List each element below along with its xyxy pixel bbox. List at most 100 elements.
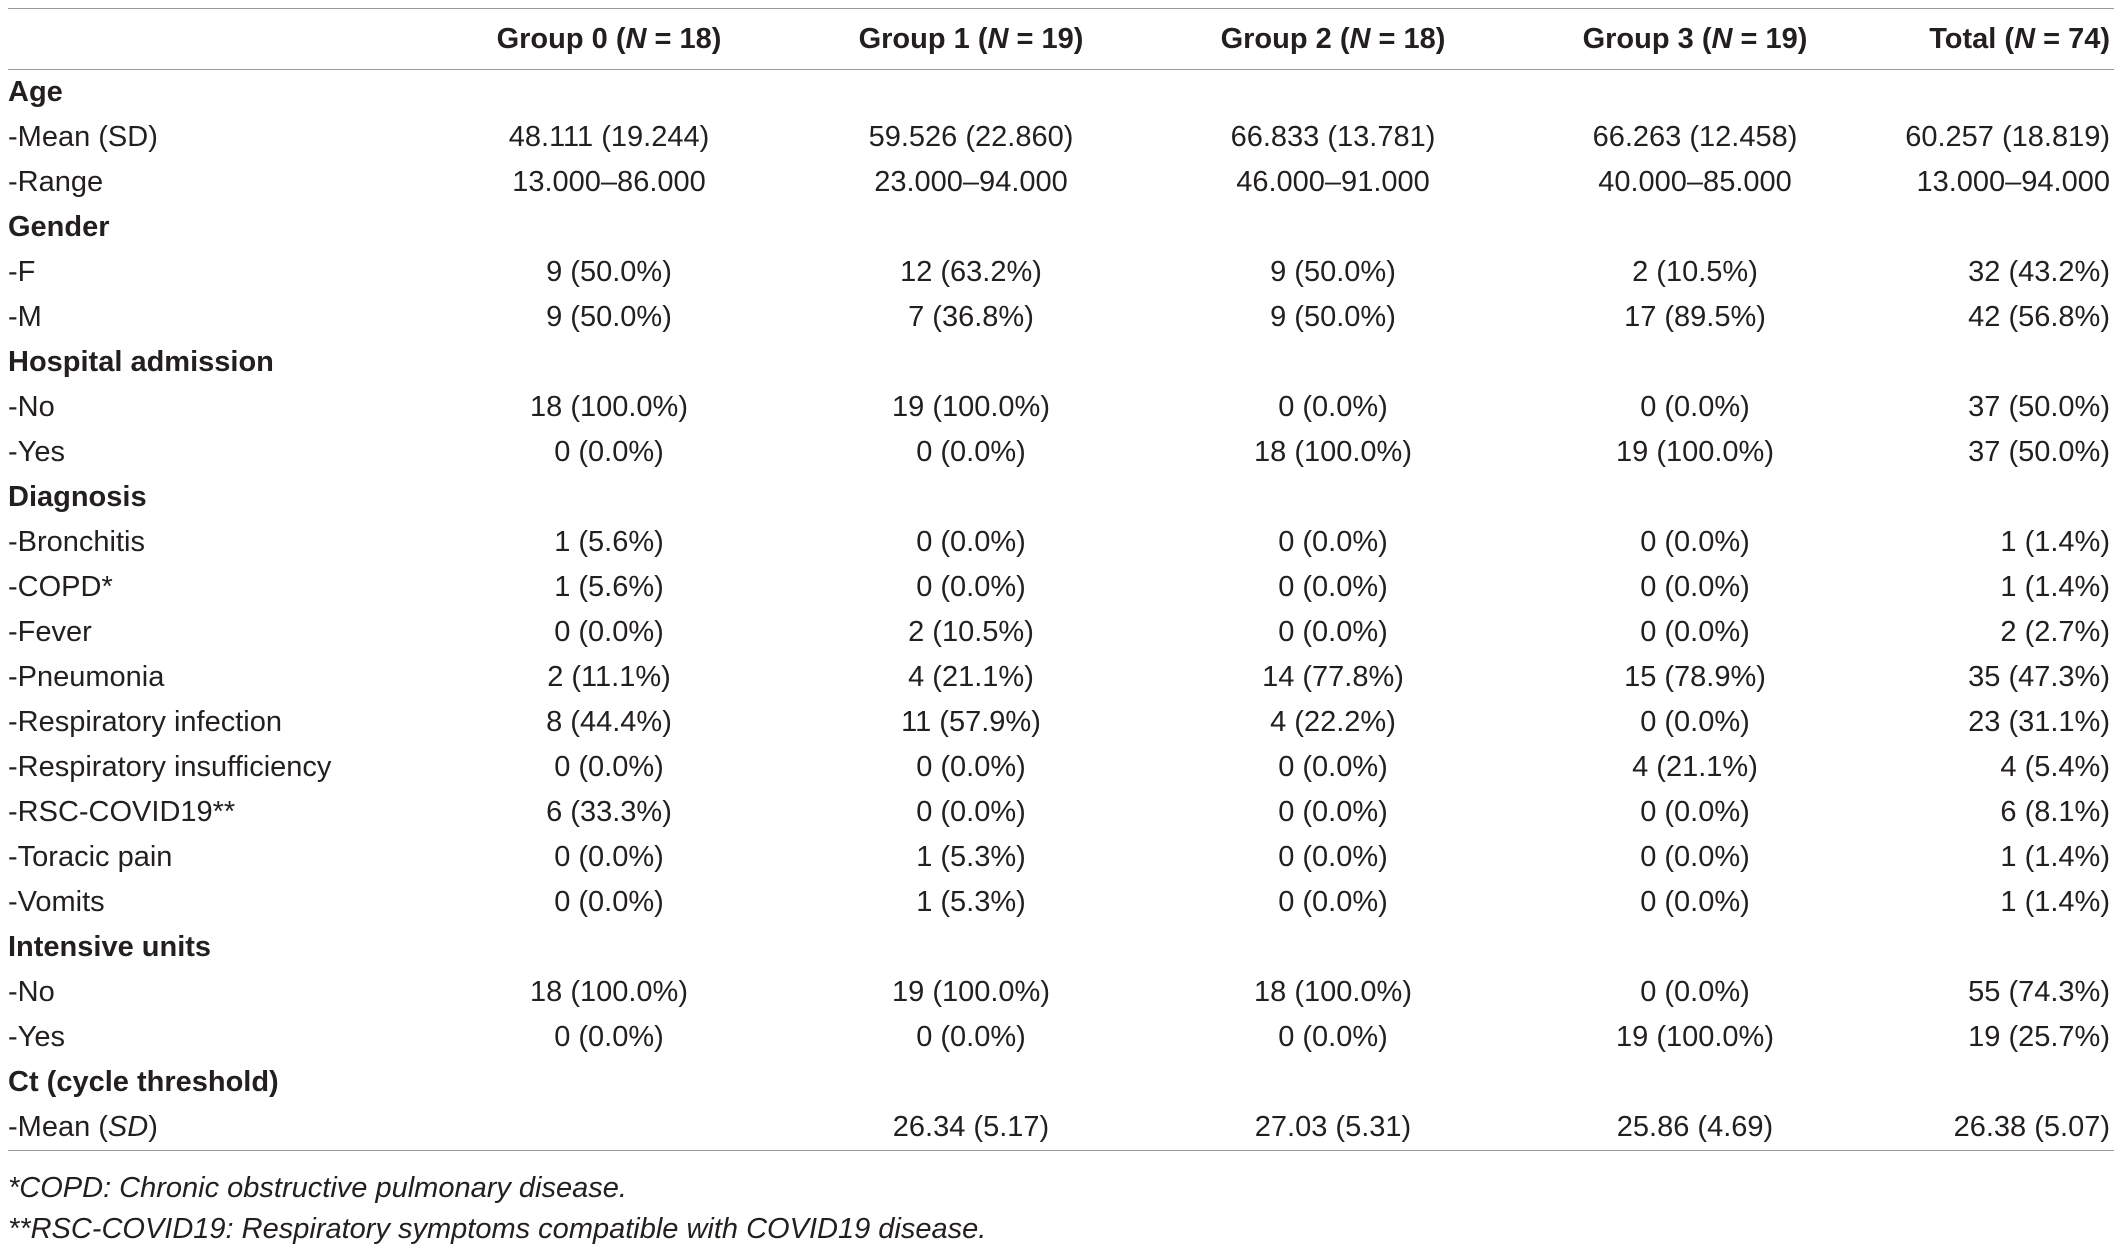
cell-total: 2 (2.7%): [2000, 616, 2110, 648]
table-row: -Respiratory infection 8 (44.4%) 11 (57.9%…: [8, 700, 2114, 745]
cell-group-1: 4 (21.1%): [908, 661, 1034, 693]
table-body: Age -Mean (SD) 48.111 (19.244) 59.526 (22.8…: [8, 70, 2114, 1151]
header-group-2: Group 2 (N = 18): [1152, 8, 1514, 70]
cell-group-3: 40.000–85.000: [1598, 166, 1792, 198]
footnote-rsc-covid19: **RSC-COVID19: Respiratory symptoms comp…: [8, 1213, 987, 1245]
cell-group-2: 0 (0.0%): [1278, 616, 1388, 648]
table-row: -COPD* 1 (5.6%) 0 (0.0%) 0 (0.0%) 0 (0.0%) 1 …: [8, 565, 2114, 610]
cell-group-3: 17 (89.5%): [1624, 301, 1766, 333]
cell-total: 42 (56.8%): [1968, 301, 2110, 333]
cell-group-1: 59.526 (22.860): [868, 121, 1074, 153]
header-group-0: Group 0 (N = 18): [428, 8, 790, 70]
cell-group-0: 0 (0.0%): [554, 841, 664, 873]
row-label: -COPD*: [8, 571, 113, 603]
cell-group-3: 0 (0.0%): [1640, 571, 1750, 603]
row-label: -Respiratory infection: [8, 706, 282, 738]
cell-group-2: 46.000–91.000: [1236, 166, 1430, 198]
cell-group-0: 48.111 (19.244): [508, 121, 710, 153]
cell-group-1: 7 (36.8%): [908, 301, 1034, 333]
cell-group-1: 26.34 (5.17): [790, 1105, 1152, 1151]
section-row: Intensive units: [8, 925, 2114, 970]
section-row: Diagnosis: [8, 475, 2114, 520]
cell-group-1: 23.000–94.000: [874, 166, 1068, 198]
cell-group-1: 11 (57.9%): [901, 706, 1041, 738]
section-heading: Gender: [8, 211, 110, 243]
cell-group-3: 0 (0.0%): [1640, 796, 1750, 828]
table-header: Group 0 (N = 18) Group 1 (N = 19) Group …: [8, 8, 2114, 70]
row-label: -Yes: [8, 436, 65, 468]
cell-group-2: 0 (0.0%): [1278, 751, 1388, 783]
cell-total: 1 (1.4%): [2000, 886, 2110, 918]
cell-group-2: 0 (0.0%): [1278, 391, 1388, 423]
row-label-italic: SD: [107, 1111, 149, 1143]
cell-group-1: 19 (100.0%): [892, 976, 1050, 1008]
table-row: -Yes 0 (0.0%) 0 (0.0%) 0 (0.0%) 19 (100.0%) 1…: [8, 1015, 2114, 1060]
cell-group-1: 0 (0.0%): [916, 571, 1026, 603]
section-row: Hospital admission: [8, 340, 2114, 385]
cell-group-0: 8 (44.4%): [546, 706, 672, 738]
row-label: -Mean (SD): [8, 1105, 428, 1151]
table-row: -Pneumonia 2 (11.1%) 4 (21.1%) 14 (77.8%) 15…: [8, 655, 2114, 700]
cell-group-2: 9 (50.0%): [1270, 301, 1396, 333]
cell-group-2: 14 (77.8%): [1262, 661, 1404, 693]
table-row: -Vomits 0 (0.0%) 1 (5.3%) 0 (0.0%) 0 (0.0%) 1…: [8, 880, 2114, 925]
cell-group-3: 19 (100.0%): [1616, 1021, 1774, 1053]
cell-group-3: 25.86 (4.69): [1514, 1105, 1876, 1151]
cell-group-3: 66.263 (12.458): [1592, 121, 1798, 153]
section-row: Age: [8, 70, 2114, 116]
row-label: -Range: [8, 166, 104, 198]
table-row: -Fever 0 (0.0%) 2 (10.5%) 0 (0.0%) 0 (0.0%) 2…: [8, 610, 2114, 655]
cell-total: 4 (5.4%): [2000, 751, 2110, 783]
section-heading: Hospital admission: [8, 346, 274, 378]
row-label: -RSC-COVID19**: [8, 796, 236, 828]
cell-group-2: 0 (0.0%): [1278, 1021, 1388, 1053]
cell-group-0: 9 (50.0%): [546, 301, 672, 333]
table-row: -RSC-COVID19** 6 (33.3%) 0 (0.0%) 0 (0.0%) 0…: [8, 790, 2114, 835]
cell-group-2: 4 (22.2%): [1270, 706, 1396, 738]
demographics-table: Group 0 (N = 18) Group 1 (N = 19) Group …: [8, 8, 2114, 1151]
cell-group-0: 1 (5.6%): [554, 571, 664, 603]
row-label: -Fever: [8, 616, 92, 648]
footnote-copd: *COPD: Chronic obstructive pulmonary dis…: [8, 1172, 627, 1204]
header-blank: [8, 8, 428, 70]
row-label: -Yes: [8, 1021, 65, 1053]
section-row: Gender: [8, 205, 2114, 250]
cell-group-0: 9 (50.0%): [546, 256, 672, 288]
row-label-part: -Mean (: [8, 1111, 108, 1143]
cell-group-0: 18 (100.0%): [530, 976, 688, 1008]
cell-group-2: 66.833 (13.781): [1230, 121, 1436, 153]
section-heading: Ct (cycle threshold): [8, 1066, 279, 1098]
row-label: -Pneumonia: [8, 661, 165, 693]
cell-group-2: 0 (0.0%): [1278, 886, 1388, 918]
cell-total: 32 (43.2%): [1968, 256, 2110, 288]
table-row: -Bronchitis 1 (5.6%) 0 (0.0%) 0 (0.0%) 0 (0.…: [8, 520, 2114, 565]
table-row: -Toracic pain 0 (0.0%) 1 (5.3%) 0 (0.0%) 0 (…: [8, 835, 2114, 880]
cell-group-0: 0 (0.0%): [554, 436, 664, 468]
cell-group-0: 2 (11.1%): [547, 661, 671, 693]
cell-group-0: [428, 1105, 790, 1151]
cell-group-3: 0 (0.0%): [1640, 976, 1750, 1008]
cell-group-3: 0 (0.0%): [1640, 391, 1750, 423]
cell-total: 37 (50.0%): [1968, 391, 2110, 423]
cell-group-0: 18 (100.0%): [530, 391, 688, 423]
cell-group-3: 2 (10.5%): [1632, 256, 1758, 288]
row-label: -Respiratory insufficiency: [8, 751, 332, 783]
header-group-1: Group 1 (N = 19): [790, 8, 1152, 70]
table-row: -Respiratory insufficiency 0 (0.0%) 0 (0.0…: [8, 745, 2114, 790]
table-row: -M 9 (50.0%) 7 (36.8%) 9 (50.0%) 17 (89.5%) 4…: [8, 295, 2114, 340]
cell-group-3: 4 (21.1%): [1632, 751, 1758, 783]
header-row: Group 0 (N = 18) Group 1 (N = 19) Group …: [8, 8, 2114, 70]
row-label: -Mean (SD): [8, 121, 158, 153]
cell-total: 13.000–94.000: [1916, 166, 2110, 198]
table-row: -F 9 (50.0%) 12 (63.2%) 9 (50.0%) 2 (10.5%) 3…: [8, 250, 2114, 295]
table-row: -Mean (SD) 26.34 (5.17) 27.03 (5.31) 25.86 …: [8, 1105, 2114, 1151]
row-label: -Bronchitis: [8, 526, 145, 558]
cell-total: 60.257 (18.819): [1905, 121, 2110, 153]
cell-group-0: 0 (0.0%): [554, 616, 664, 648]
cell-group-2: 0 (0.0%): [1278, 571, 1388, 603]
section-heading: Age: [8, 76, 63, 108]
cell-total: 55 (74.3%): [1968, 976, 2110, 1008]
section-heading: Intensive units: [8, 931, 212, 963]
cell-group-0: 1 (5.6%): [554, 526, 664, 558]
cell-group-3: 15 (78.9%): [1624, 661, 1766, 693]
